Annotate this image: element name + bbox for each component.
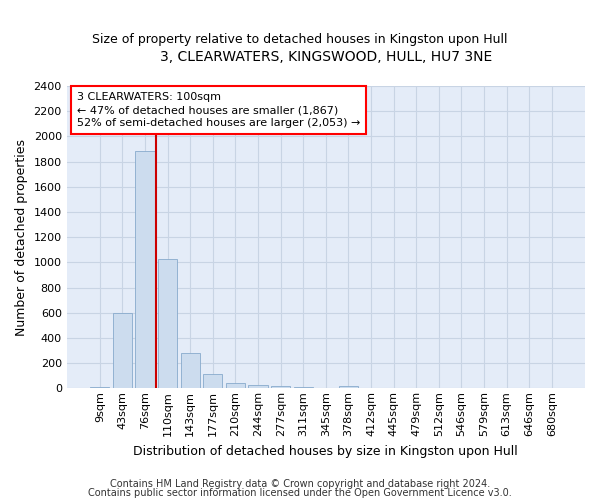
Bar [226,382,245,388]
Bar [293,387,313,388]
Bar [136,152,155,388]
Bar [248,385,268,388]
Bar [271,386,290,388]
Bar [90,387,109,388]
Bar [339,386,358,388]
Bar [181,353,200,388]
X-axis label: Distribution of detached houses by size in Kingston upon Hull: Distribution of detached houses by size … [133,444,518,458]
Text: 3 CLEARWATERS: 100sqm
← 47% of detached houses are smaller (1,867)
52% of semi-d: 3 CLEARWATERS: 100sqm ← 47% of detached … [77,92,361,128]
Text: Size of property relative to detached houses in Kingston upon Hull: Size of property relative to detached ho… [92,32,508,46]
Bar [203,374,223,388]
Text: Contains HM Land Registry data © Crown copyright and database right 2024.: Contains HM Land Registry data © Crown c… [110,479,490,489]
Bar [113,312,132,388]
Bar [158,258,177,388]
Text: Contains public sector information licensed under the Open Government Licence v3: Contains public sector information licen… [88,488,512,498]
Y-axis label: Number of detached properties: Number of detached properties [15,138,28,336]
Title: 3, CLEARWATERS, KINGSWOOD, HULL, HU7 3NE: 3, CLEARWATERS, KINGSWOOD, HULL, HU7 3NE [160,50,492,64]
